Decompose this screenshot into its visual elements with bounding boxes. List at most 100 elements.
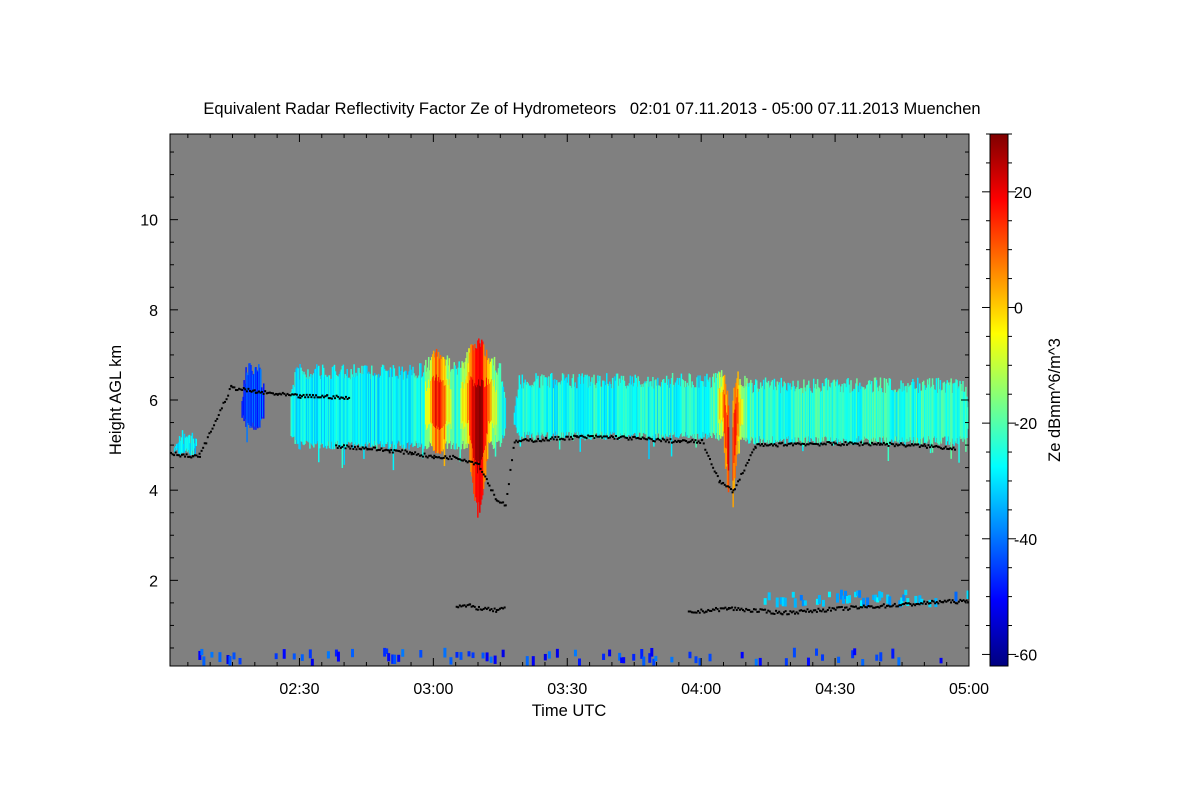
- cloud-base-dot: [630, 438, 633, 441]
- cloud-base-dot: [776, 445, 779, 448]
- cloud-base-dot: [925, 446, 928, 449]
- reflectivity-column: [764, 377, 767, 443]
- cloud-base-dot: [635, 437, 638, 440]
- reflectivity-column: [966, 396, 968, 439]
- reflectivity-column: [835, 381, 838, 439]
- cloud-base-dot: [721, 607, 724, 610]
- reflectivity-column: [838, 384, 840, 443]
- cloud-base-dot: [892, 443, 895, 446]
- low-echo: [471, 652, 475, 659]
- reflectivity-column: [421, 377, 423, 444]
- colorbar: 200-20-40-60: [982, 133, 1037, 667]
- reflectivity-column: [384, 370, 387, 444]
- reflectivity-column: [600, 386, 602, 439]
- reflectivity-column: [179, 440, 182, 455]
- reflectivity-column: [344, 374, 347, 450]
- low-echo: [792, 647, 796, 658]
- cloud-base-dot: [412, 453, 415, 456]
- cloud-base-dot: [475, 608, 478, 611]
- reflectivity-column: [948, 385, 950, 445]
- cloud-base-dot: [767, 609, 770, 612]
- low-echo: [708, 653, 712, 662]
- low-echo: [228, 656, 232, 666]
- cloud-base-dot: [405, 450, 408, 453]
- reflectivity-column: [763, 389, 766, 443]
- low-echo: [198, 650, 202, 660]
- reflectivity-column: [865, 388, 867, 439]
- reflectivity-column: [692, 385, 694, 438]
- reflectivity-column: [660, 387, 662, 440]
- low-echo: [906, 598, 910, 607]
- reflectivity-column: [801, 388, 803, 444]
- cloud-base-dot: [790, 442, 793, 445]
- cloud-base-dot: [831, 443, 834, 446]
- cloud-base-dot: [332, 395, 335, 398]
- reflectivity-column: [650, 381, 652, 439]
- low-echo: [387, 653, 391, 662]
- cloud-base-dot: [852, 443, 855, 446]
- low-echo: [862, 597, 866, 606]
- cloud-base-dot: [245, 390, 248, 393]
- reflectivity-column: [750, 379, 752, 441]
- cloud-base-dot: [797, 612, 800, 615]
- cloud-base-dot: [866, 442, 869, 445]
- reflectivity-column: [320, 375, 323, 443]
- reflectivity-column: [887, 385, 890, 462]
- reflectivity-column: [411, 375, 413, 443]
- cloud-base-dot: [479, 467, 482, 470]
- reflectivity-column: [877, 391, 880, 443]
- cloud-base-dot: [948, 598, 951, 601]
- reflectivity-column: [857, 385, 859, 443]
- cloud-base-dot: [492, 610, 495, 613]
- cloud-base-dot: [641, 436, 644, 439]
- reflectivity-column: [452, 369, 455, 444]
- cloud-base-dot: [479, 608, 482, 611]
- cloud-base-dot: [284, 394, 287, 397]
- reflectivity-column: [861, 386, 863, 440]
- cloud-base-dot: [465, 460, 468, 463]
- cloud-base-dot: [610, 434, 613, 437]
- cloud-base-dot: [206, 436, 209, 439]
- reflectivity-column: [391, 376, 394, 442]
- reflectivity-column: [247, 375, 249, 423]
- cloud-base-dot: [903, 444, 906, 447]
- reflectivity-column: [513, 412, 516, 425]
- reflectivity-column: [557, 382, 560, 439]
- reflectivity-column: [778, 382, 781, 441]
- reflectivity-column: [341, 365, 344, 468]
- reflectivity-column: [368, 371, 370, 442]
- reflectivity-column: [614, 380, 617, 439]
- reflectivity-column: [748, 386, 750, 444]
- reflectivity-column: [376, 377, 379, 444]
- cloud-base-dot: [943, 447, 946, 450]
- reflectivity-column: [915, 388, 917, 442]
- reflectivity-column: [322, 367, 325, 448]
- cloud-base-dot: [417, 452, 420, 455]
- reflectivity-column: [876, 387, 879, 443]
- reflectivity-column: [316, 364, 318, 444]
- reflectivity-column: [559, 384, 562, 441]
- cloud-base-dot: [541, 438, 544, 441]
- cloud-base-dot: [779, 442, 782, 445]
- low-echo: [793, 598, 797, 608]
- cloud-base-dot: [270, 392, 273, 395]
- cloud-base-dot: [579, 434, 582, 437]
- cloud-base-dot: [917, 602, 919, 605]
- reflectivity-column: [897, 390, 899, 443]
- reflectivity-column: [884, 392, 887, 445]
- cloud-base-dot: [602, 435, 605, 438]
- cloud-base-dot: [720, 482, 723, 485]
- cloud-base-dot: [476, 608, 479, 611]
- cloud-base-dot: [941, 447, 944, 450]
- low-echo: [840, 589, 843, 600]
- cloud-base-dot: [719, 479, 722, 482]
- low-echo: [801, 599, 805, 607]
- cloud-base-dot: [585, 437, 588, 440]
- reflectivity-column: [596, 383, 598, 434]
- cloud-base-dot: [625, 436, 628, 439]
- reflectivity-column: [817, 387, 820, 439]
- convective-core: [495, 389, 498, 425]
- reflectivity-column: [810, 392, 813, 439]
- cloud-base-dot: [687, 610, 690, 613]
- cloud-base-dot: [346, 444, 349, 447]
